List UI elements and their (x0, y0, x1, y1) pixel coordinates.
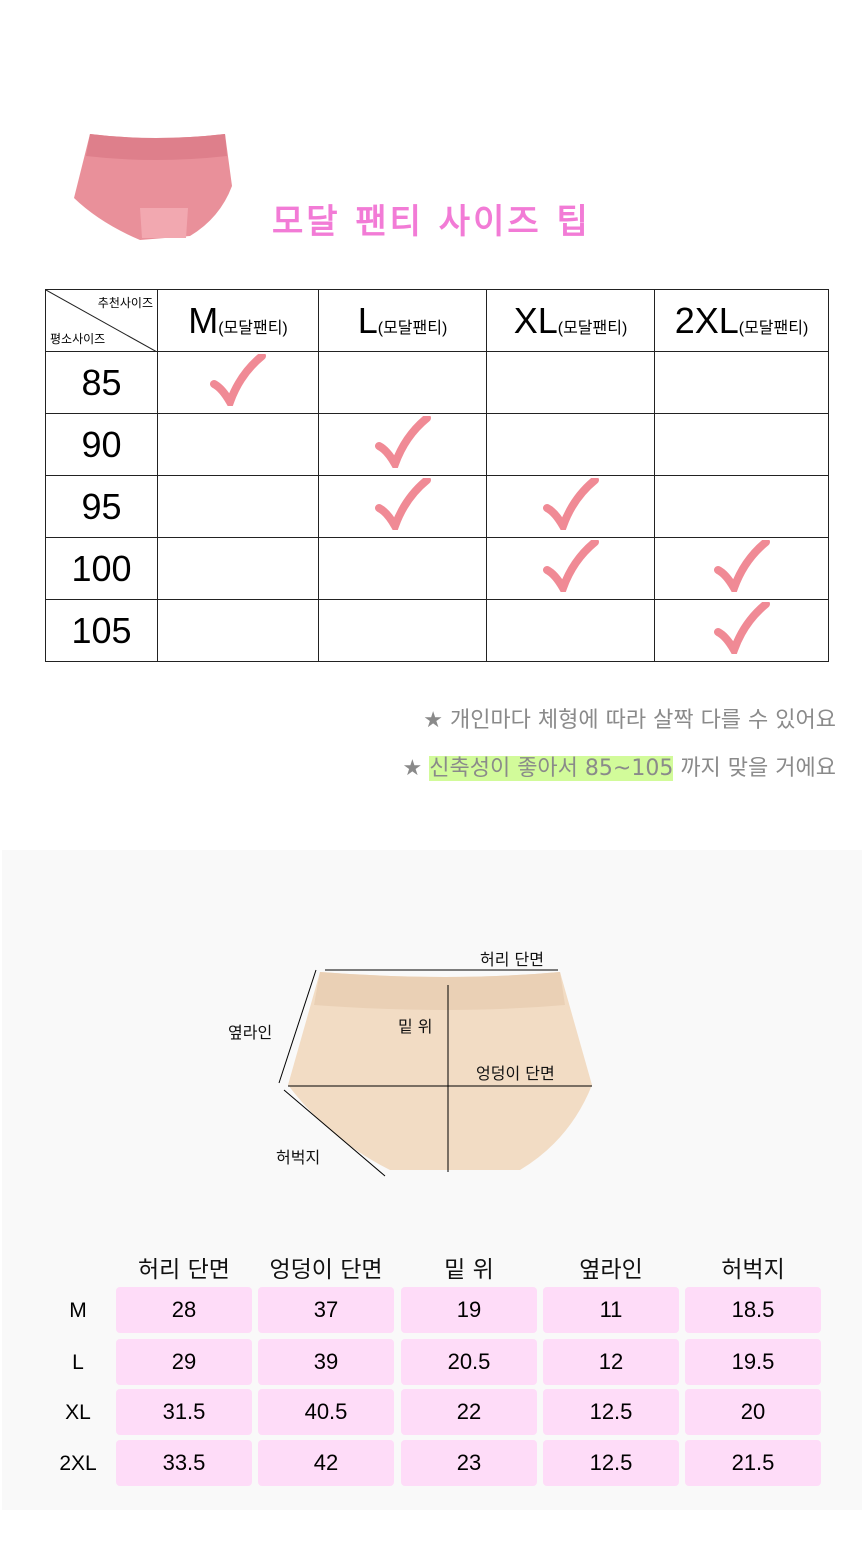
size-cell (486, 351, 655, 414)
size-cell (157, 599, 319, 662)
check-icon (542, 538, 599, 598)
measure-cell: 29 (116, 1339, 252, 1385)
size-cell (654, 413, 829, 476)
measure-cell: 23 (401, 1440, 537, 1486)
measure-cell: 20.5 (401, 1339, 537, 1385)
measure-cell: 33.5 (116, 1440, 252, 1486)
beige-panty-diagram (278, 969, 592, 1177)
page-title: 모달 팬티 사이즈 팁 (272, 202, 591, 242)
measure-size-label: L (72, 1351, 84, 1374)
measure-cell: 12.5 (543, 1389, 679, 1435)
row-label: 95 (45, 475, 158, 538)
check-icon (542, 476, 599, 536)
note-1: ★ 개인마다 체형에 따라 살짝 다를 수 있어요 (423, 708, 836, 733)
measure-size-label: 2XL (59, 1452, 97, 1475)
measure-cell: 28 (116, 1287, 252, 1333)
measure-cell: 37 (258, 1287, 394, 1333)
measure-cell: 21.5 (685, 1440, 821, 1486)
measure-header: 엉덩이 단면 (269, 1257, 383, 1283)
size-cell (318, 413, 487, 476)
measure-header: 옆라인 (579, 1257, 643, 1283)
size-cell (318, 475, 487, 538)
label-hip: 엉덩이 단면 (476, 1064, 555, 1083)
size-cell (157, 413, 319, 476)
col-header: XL(모달팬티) (486, 289, 655, 352)
measure-cell: 12 (543, 1339, 679, 1385)
size-cell (654, 599, 829, 662)
col-header: M(모달팬티) (157, 289, 319, 352)
note-2: ★ 신축성이 좋아서 85~105 까지 맞을 거에요 (402, 756, 836, 781)
size-cell (486, 599, 655, 662)
table-row: 100 (45, 537, 829, 600)
size-cell (654, 351, 829, 414)
measure-size-label: M (69, 1299, 87, 1322)
measure-header: 허벅지 (721, 1257, 785, 1283)
label-thigh: 허벅지 (276, 1148, 321, 1167)
measure-cell: 12.5 (543, 1440, 679, 1486)
size-cell (486, 413, 655, 476)
check-icon (374, 414, 431, 474)
size-cell (157, 537, 319, 600)
measure-cell: 40.5 (258, 1389, 394, 1435)
table-row: 95 (45, 475, 829, 538)
size-cell (654, 537, 829, 600)
measure-cell: 19.5 (685, 1339, 821, 1385)
measure-cell: 39 (258, 1339, 394, 1385)
col-header: 2XL(모달팬티) (654, 289, 829, 352)
check-icon (374, 476, 431, 536)
row-label: 90 (45, 413, 158, 476)
measure-size-label: XL (65, 1401, 91, 1424)
measure-header: 허리 단면 (138, 1257, 230, 1283)
measure-cell: 11 (543, 1287, 679, 1333)
size-cell (486, 537, 655, 600)
check-icon (210, 352, 266, 412)
measure-cell: 18.5 (685, 1287, 821, 1333)
label-waist: 허리 단면 (480, 950, 544, 969)
table-row: 90 (45, 413, 829, 476)
measure-cell: 42 (258, 1440, 394, 1486)
corner-header: 추천사이즈 평소사이즈 (45, 289, 158, 352)
table-row: 85 (45, 351, 829, 414)
measure-header: 밑 위 (444, 1257, 494, 1283)
pink-panty-image (74, 134, 232, 240)
size-cell (318, 351, 487, 414)
label-side: 옆라인 (228, 1023, 273, 1042)
row-label: 85 (45, 351, 158, 414)
label-rise: 밑 위 (398, 1017, 433, 1036)
size-cell (157, 475, 319, 538)
size-cell (486, 475, 655, 538)
size-cell (318, 537, 487, 600)
col-header: L(모달팬티) (318, 289, 487, 352)
measure-cell: 20 (685, 1389, 821, 1435)
measure-cell: 31.5 (116, 1389, 252, 1435)
measure-cell: 22 (401, 1389, 537, 1435)
recommended-size-table: 추천사이즈 평소사이즈 M(모달팬티) L(모달팬티) XL(모달팬티) 2XL… (45, 289, 829, 662)
measure-cell: 19 (401, 1287, 537, 1333)
size-cell (318, 599, 487, 662)
check-icon (713, 538, 770, 598)
table-row: 105 (45, 599, 829, 662)
size-cell (654, 475, 829, 538)
row-label: 105 (45, 599, 158, 662)
size-cell (157, 351, 319, 414)
row-label: 100 (45, 537, 158, 600)
check-icon (713, 600, 770, 660)
